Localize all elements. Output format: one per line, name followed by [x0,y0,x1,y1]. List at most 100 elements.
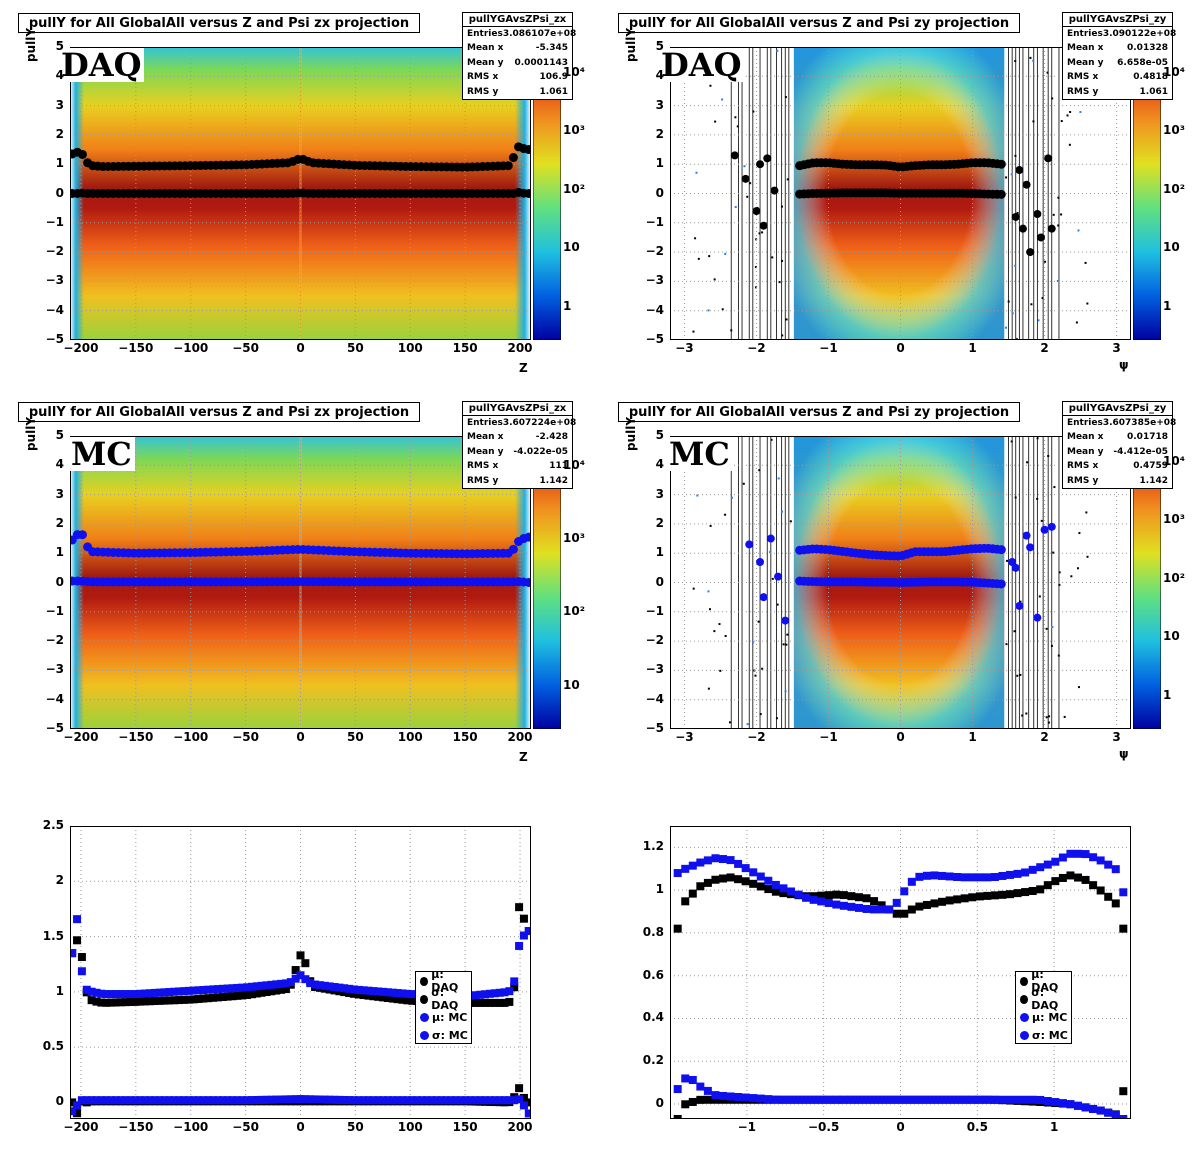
y-tick-label: 0 [55,185,64,200]
stats-key: RMS x [1067,461,1099,472]
profile-marker [383,1096,392,1105]
legend-marker [420,1012,429,1022]
profile-marker [945,1095,954,1104]
profile-marker [1111,899,1120,908]
profile-marker [199,985,208,994]
profile-marker [126,990,135,999]
stats-value: 106.9 [539,72,568,83]
profile-marker [354,990,363,999]
profile-marker [184,986,193,995]
profile-marker [126,1096,135,1105]
y-tick-label: 0 [655,1096,664,1111]
profile-marker [1006,1095,1015,1104]
y-tick-label: 1 [55,156,64,171]
y-tick-label: 4 [55,68,64,83]
profile-marker [505,987,514,996]
profile-marker [1051,1098,1060,1107]
profile-marker [345,1096,354,1105]
profile-marker [189,995,198,1004]
profile-marker [719,855,728,864]
profile-marker [291,974,300,983]
legend-entry: σ: MC [416,1026,471,1044]
marker-sigma [508,153,518,163]
profile-marker [681,1074,690,1083]
profile-marker [170,987,179,996]
stats-value: 0.01328 [1127,43,1168,54]
profile-marker [907,1095,916,1104]
profile-marker [734,859,743,868]
y-tick-label: 1 [55,545,64,560]
heatmap-plot-area [670,436,1131,729]
marker-sigma [508,544,518,554]
profile-marker [141,997,150,1006]
stats-name: pullYGAvsZPsi_zy [1063,402,1172,416]
profile-marker [228,984,237,993]
profile-marker [233,1096,242,1105]
y-tick-label: 1 [55,983,64,998]
profile-marker [839,1095,848,1104]
z-tick-label: 10 [563,677,580,692]
y-tick-label: 1.5 [42,928,64,943]
profile-marker [340,984,349,993]
profile-marker [960,894,969,903]
profile-marker [471,991,480,1000]
x-axis-title: ψ [1119,747,1129,761]
profile-marker [131,1096,140,1105]
legend-entry: σ: MC [1016,1026,1071,1044]
profile-marker [519,1101,528,1110]
y-tick-label: 3 [55,97,64,112]
profile-marker [471,998,480,1007]
profile-marker [519,914,528,923]
profile-marker [476,998,485,1007]
profile-marker [519,1093,528,1102]
profile-marker [291,966,300,975]
profile-marker [213,1096,222,1105]
profile-marker [233,983,242,992]
profile-marker [481,990,490,999]
profile-marker [97,998,106,1007]
profile-marker [771,887,780,896]
profile-marker [145,989,154,998]
profile-marker [70,1107,77,1116]
profile-marker [703,878,712,887]
stats-value: 6.658e-05 [1117,57,1168,68]
stats-value: 3.086107e+08 [502,29,577,39]
profile-marker [116,1096,125,1105]
profile-marker [77,1096,86,1105]
profile-marker [696,858,705,867]
profile-marker [1096,1106,1105,1115]
stats-row: Entries 3.607224e+08 [463,416,576,430]
profile-marker [510,1096,519,1105]
z-tick-label: 10² [1163,181,1185,196]
legend-marker [1020,1012,1029,1022]
profile-marker [885,905,894,914]
profile-marker [102,990,111,999]
profile-marker [673,1085,682,1094]
stats-value: 0.01718 [1127,432,1168,443]
x-tick-label: −2 [747,730,766,744]
profile-marker [485,1096,494,1105]
profile-marker [379,1096,388,1105]
profile-marker [922,871,931,880]
profile-marker [194,1096,203,1105]
profile-marker [688,1076,697,1085]
dataset-tag: DAQ [58,48,145,82]
profile-marker [1043,1097,1052,1106]
profile-marker [749,1094,758,1103]
profile-marker [764,1095,773,1104]
profile-marker [218,993,227,1002]
profile-marker [228,1096,237,1105]
profile-marker [524,1109,531,1118]
stats-row: Mean y 0.0001143 [463,56,572,70]
profile-marker [456,1096,465,1105]
panel-top-right: pullY for All GlobalAll versus Z and Psi… [600,0,1200,385]
profile-marker [703,856,712,865]
profile-marker [673,924,682,933]
profile-marker [877,901,886,910]
profile-marker [257,981,266,990]
profile-marker [82,985,91,994]
profile-marker [1089,1104,1098,1113]
profile-marker [155,988,164,997]
profile-marker [824,1095,833,1104]
profile-marker [900,909,909,918]
